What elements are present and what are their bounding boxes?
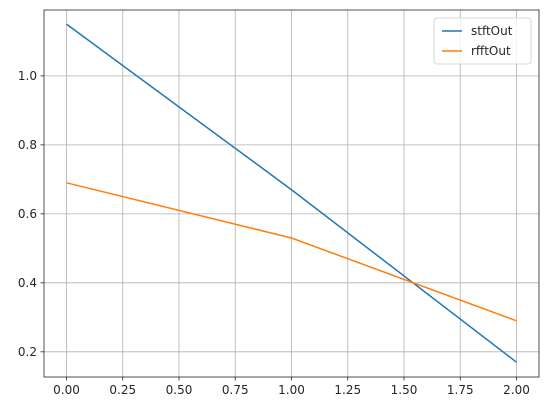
- x-tick-label: 0.50: [166, 383, 193, 397]
- series-line-stftOut: [66, 23, 517, 363]
- x-tick-label: 1.75: [447, 383, 474, 397]
- x-tick-label: 0.00: [53, 383, 80, 397]
- x-tick-label: 1.25: [334, 383, 361, 397]
- legend: stftOut rfftOut: [433, 17, 532, 65]
- grid-lines: [44, 10, 539, 377]
- x-tick-label: 2.00: [503, 383, 530, 397]
- y-tick-label: 0.8: [18, 138, 37, 152]
- y-tick-label: 0.4: [18, 276, 37, 290]
- x-tick-label: 1.00: [278, 383, 305, 397]
- x-tick-label: 1.50: [391, 383, 418, 397]
- legend-label: stftOut: [471, 24, 513, 38]
- y-tick-label: 1.0: [18, 69, 37, 83]
- series-line-rfftOut: [66, 182, 517, 322]
- y-tick-label: 0.2: [18, 345, 37, 359]
- y-tick-label: 0.6: [18, 207, 37, 221]
- x-tick-label: 0.75: [222, 383, 249, 397]
- legend-label: rfftOut: [471, 44, 511, 58]
- series-lines: [66, 23, 517, 363]
- x-tick-label: 0.25: [109, 383, 136, 397]
- legend-box: [433, 17, 532, 65]
- axis-ticks: 0.00 0.25 0.50 0.75 1.00 1.25 1.50 1.75 2.00 0.2 0…: [18, 69, 530, 397]
